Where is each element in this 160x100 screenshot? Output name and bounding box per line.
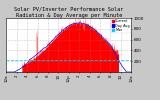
Legend: Current, Day Avg, Max: Current, Day Avg, Max <box>111 19 131 33</box>
Title: Solar PV/Inverter Performance Solar Radiation & Day Average per Minute: Solar PV/Inverter Performance Solar Radi… <box>14 7 124 18</box>
